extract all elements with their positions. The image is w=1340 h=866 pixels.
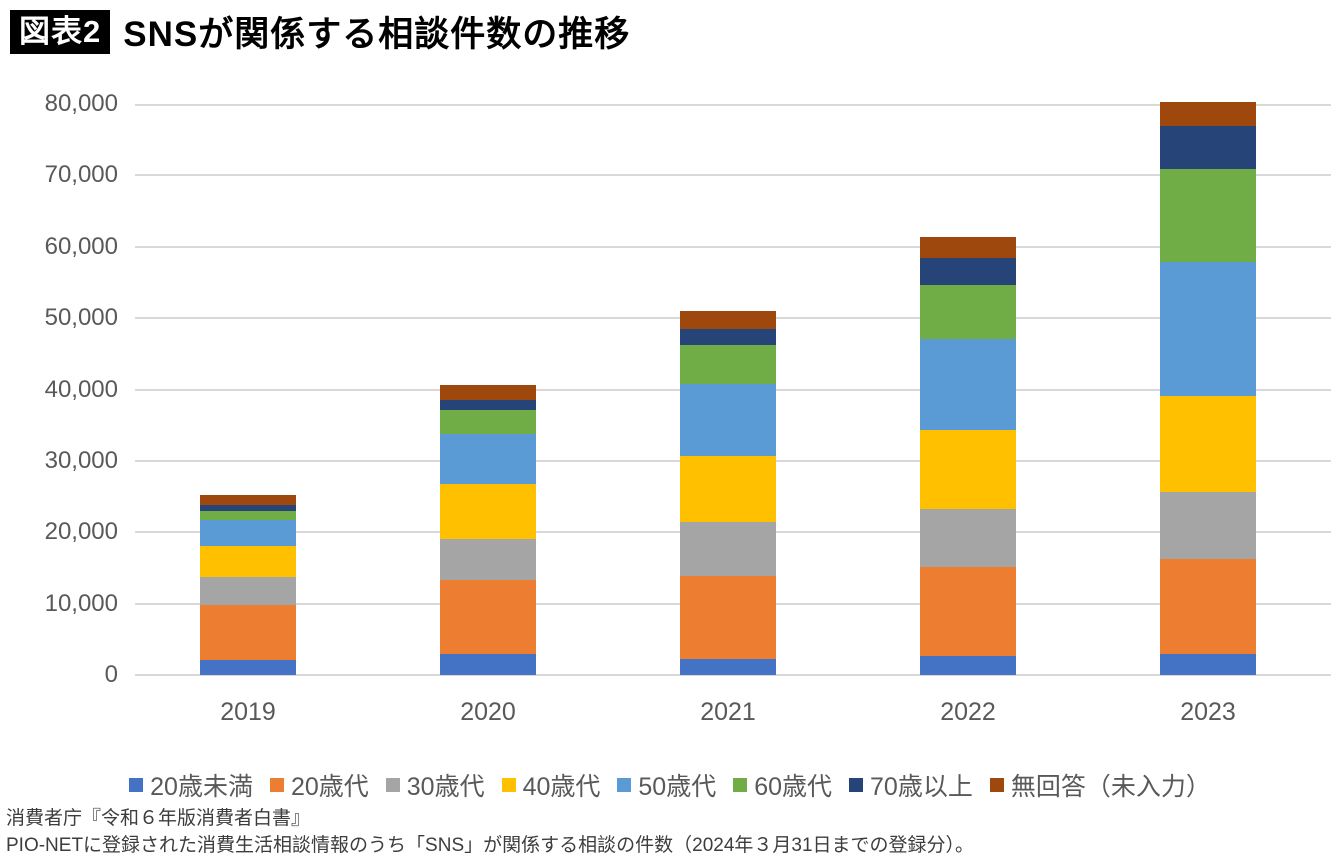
x-axis-labels: 2019 2020 2021 2022 2023 bbox=[135, 698, 1331, 728]
legend-swatch-icon bbox=[849, 778, 864, 792]
x-axis-tick-label: 2021 bbox=[700, 698, 756, 726]
bar-segment-2022-20歳未満 bbox=[920, 655, 1016, 675]
legend-item: 20歳代 bbox=[269, 767, 369, 803]
bar-segment-2019-50歳代 bbox=[200, 520, 296, 546]
bar-segment-2021-20歳代 bbox=[680, 575, 776, 660]
bar-group-2021 bbox=[680, 311, 776, 675]
figure-number-badge: 図表2 bbox=[10, 9, 111, 54]
legend-item: 無回答（未入力） bbox=[989, 767, 1211, 803]
y-axis-tick-label: 80,000 bbox=[44, 90, 118, 117]
bar-segment-2021-50歳代 bbox=[680, 383, 776, 456]
y-axis-tick-label: 50,000 bbox=[44, 304, 118, 331]
bar-segment-2023-無回答（未入力） bbox=[1160, 101, 1256, 127]
figure-footer: 消費者庁『令和６年版消費者白書』 PIO-NETに登録された消費生活相談情報のう… bbox=[6, 805, 1336, 859]
bar-segment-2023-20歳代 bbox=[1160, 558, 1256, 654]
bar-segment-2020-50歳代 bbox=[440, 433, 536, 485]
bar-group-2022 bbox=[920, 236, 1016, 675]
bar-segment-2023-60歳代 bbox=[1160, 168, 1256, 262]
x-axis-tick-label: 2023 bbox=[1180, 698, 1236, 726]
bar-segment-2019-60歳代 bbox=[200, 510, 296, 521]
bar-segment-2020-70歳以上 bbox=[440, 399, 536, 410]
legend-item: 70歳以上 bbox=[849, 767, 973, 803]
figure-header: 図表2 SNSが関係する相談件数の推移 bbox=[10, 6, 630, 57]
legend-label: 20歳代 bbox=[290, 773, 369, 801]
y-axis-tick-label: 30,000 bbox=[44, 447, 118, 474]
legend-label: 40歳代 bbox=[522, 773, 601, 801]
bar-segment-2020-20歳未満 bbox=[440, 654, 536, 675]
legend-swatch-icon bbox=[501, 778, 516, 792]
bar-segment-2019-無回答（未入力） bbox=[200, 495, 296, 506]
bar-segment-2021-無回答（未入力） bbox=[680, 311, 776, 329]
bar-segment-2019-30歳代 bbox=[200, 576, 296, 606]
bar-group-2020 bbox=[440, 385, 536, 675]
bar-segment-2021-20歳未満 bbox=[680, 659, 776, 675]
bar-segment-2020-20歳代 bbox=[440, 580, 536, 655]
y-axis-tick-label: 60,000 bbox=[44, 233, 118, 260]
bar-segment-2021-30歳代 bbox=[680, 522, 776, 576]
legend-swatch-icon bbox=[269, 778, 284, 792]
bar-segment-2022-50歳代 bbox=[920, 338, 1016, 430]
y-axis-labels: 0 10,000 20,000 30,000 40,000 50,000 60,000 70,… bbox=[0, 90, 118, 688]
bar-segment-2023-50歳代 bbox=[1160, 261, 1256, 396]
legend-item: 20歳未満 bbox=[129, 767, 253, 803]
legend-swatch-icon bbox=[733, 778, 748, 792]
legend-swatch-icon bbox=[989, 778, 1004, 792]
legend-swatch-icon bbox=[617, 778, 632, 792]
y-axis-tick-label: 20,000 bbox=[44, 518, 118, 545]
legend-label: 30歳代 bbox=[406, 773, 485, 801]
x-axis-tick-label: 2019 bbox=[220, 698, 276, 726]
y-axis-tick-label: 40,000 bbox=[44, 376, 118, 403]
note-line: PIO-NETに登録された消費生活相談情報のうち「SNS」が関係する相談の件数（… bbox=[6, 835, 975, 856]
legend-label: 50歳代 bbox=[638, 773, 717, 801]
bar-segment-2022-30歳代 bbox=[920, 508, 1016, 568]
bar-segment-2023-20歳未満 bbox=[1160, 653, 1256, 675]
legend-label: 20歳未満 bbox=[150, 773, 253, 801]
bar-segment-2022-20歳代 bbox=[920, 567, 1016, 656]
bar-segment-2022-40歳代 bbox=[920, 429, 1016, 509]
x-axis-tick-label: 2022 bbox=[940, 698, 996, 726]
legend-item: 60歳代 bbox=[733, 767, 832, 803]
bar-group-2019 bbox=[200, 495, 296, 675]
bar-segment-2019-20歳代 bbox=[200, 605, 296, 661]
bar-group-2023 bbox=[1160, 101, 1256, 675]
legend-item: 30歳代 bbox=[385, 767, 485, 803]
source-line: 消費者庁『令和６年版消費者白書』 bbox=[6, 808, 311, 829]
gridline bbox=[135, 674, 1331, 676]
chart-legend: 20歳未満 20歳代 30歳代 40歳代 50歳代 60歳代 70歳以上 無回答（未入力） bbox=[0, 766, 1340, 804]
bar-segment-2019-20歳未満 bbox=[200, 660, 296, 675]
bar-segment-2020-40歳代 bbox=[440, 484, 536, 539]
y-axis-tick-label: 70,000 bbox=[44, 161, 118, 188]
gridline bbox=[135, 174, 1331, 176]
bar-segment-2019-70歳以上 bbox=[200, 505, 296, 511]
legend-label: 60歳代 bbox=[754, 773, 833, 801]
plot-area bbox=[135, 101, 1331, 676]
bar-segment-2019-40歳代 bbox=[200, 545, 296, 577]
bar-segment-2022-無回答（未入力） bbox=[920, 236, 1016, 259]
legend-label: 70歳以上 bbox=[870, 773, 973, 801]
bar-segment-2023-30歳代 bbox=[1160, 492, 1256, 559]
legend-swatch-icon bbox=[385, 778, 400, 792]
gridline bbox=[135, 246, 1331, 248]
bar-segment-2020-30歳代 bbox=[440, 538, 536, 581]
gridline bbox=[135, 104, 1331, 106]
bar-segment-2022-60歳代 bbox=[920, 284, 1016, 339]
y-axis-tick-label: 10,000 bbox=[44, 590, 118, 617]
bar-segment-2021-70歳以上 bbox=[680, 328, 776, 346]
legend-swatch-icon bbox=[129, 778, 144, 792]
bar-segment-2022-70歳以上 bbox=[920, 258, 1016, 285]
y-axis-tick-label: 0 bbox=[104, 661, 118, 688]
bar-segment-2020-無回答（未入力） bbox=[440, 385, 536, 400]
legend-item: 40歳代 bbox=[501, 767, 601, 803]
bar-segment-2021-60歳代 bbox=[680, 345, 776, 384]
bar-segment-2021-40歳代 bbox=[680, 455, 776, 523]
legend-item: 50歳代 bbox=[617, 767, 716, 803]
x-axis-tick-label: 2020 bbox=[460, 698, 516, 726]
bar-segment-2020-60歳代 bbox=[440, 409, 536, 434]
bar-segment-2023-40歳代 bbox=[1160, 395, 1256, 493]
bar-segment-2023-70歳以上 bbox=[1160, 126, 1256, 169]
legend-label: 無回答（未入力） bbox=[1010, 773, 1211, 801]
figure-title: SNSが関係する相談件数の推移 bbox=[123, 15, 631, 54]
